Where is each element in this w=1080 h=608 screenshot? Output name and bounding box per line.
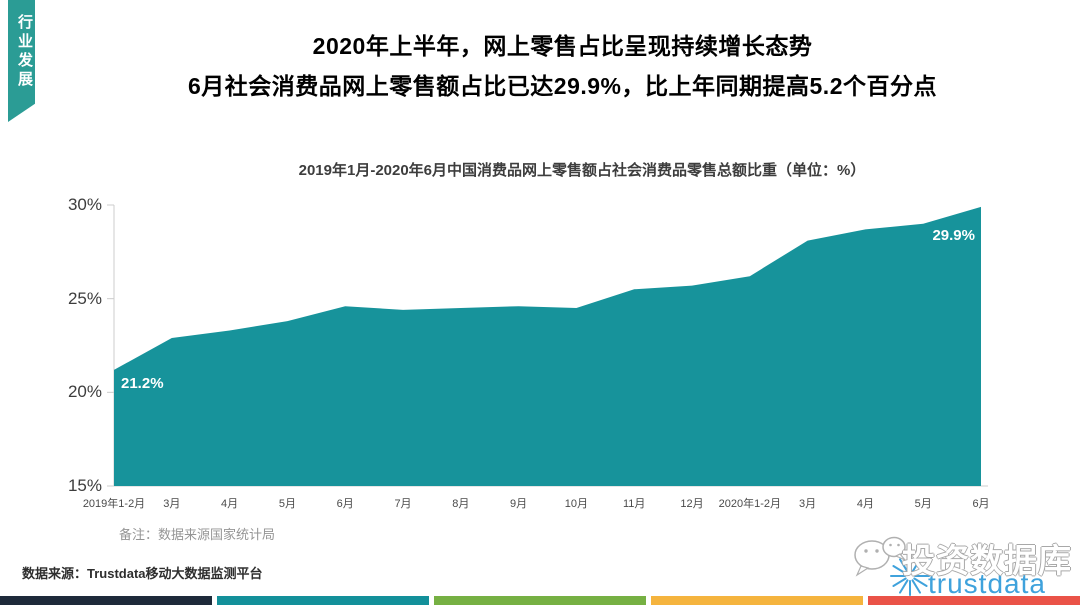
x-axis-tick-label: 2020年1-2月 xyxy=(718,498,781,510)
footer-strip-segment xyxy=(0,596,212,605)
starburst-icon xyxy=(890,556,930,596)
x-axis-tick-label: 6月 xyxy=(972,498,990,510)
x-axis-tick-label: 8月 xyxy=(452,498,470,510)
x-axis-tick-label: 3月 xyxy=(799,498,817,510)
y-axis-tick-label: 20% xyxy=(67,382,102,402)
x-axis-tick-label: 2019年1-2月 xyxy=(82,498,146,510)
x-axis-tick-label: 7月 xyxy=(394,498,412,510)
footer-strip-segment xyxy=(868,596,1080,605)
chart-footnote: 备注：数据来源国家统计局 xyxy=(119,527,276,542)
watermark-text: 投资数据库 xyxy=(902,542,1072,579)
x-axis-tick-label: 3月 xyxy=(163,498,181,510)
data-point-label: 29.9% xyxy=(932,226,975,244)
page-title: 2020年上半年，网上零售占比呈现持续增长态势 6月社会消费品网上零售额占比已达… xyxy=(45,26,1080,106)
y-axis-ticks xyxy=(107,204,114,487)
data-point-label: 21.2% xyxy=(121,374,164,392)
x-axis-tick-label: 11月 xyxy=(622,498,646,510)
wechat-icon xyxy=(854,536,906,577)
trustdata-logo: trustdata xyxy=(890,546,1046,604)
section-ribbon-label: 行业发展 xyxy=(16,14,33,90)
x-axis-tick-label: 4月 xyxy=(221,498,239,510)
x-axis-tick-label: 5月 xyxy=(278,498,296,510)
y-axis-tick-label: 15% xyxy=(67,476,102,495)
x-axis-tick-label: 6月 xyxy=(336,498,354,510)
page-title-line1: 2020年上半年，网上零售占比呈现持续增长态势 xyxy=(312,33,813,59)
wechat-watermark: 投资数据库 xyxy=(850,534,1072,582)
x-axis-tick-label: 4月 xyxy=(856,498,874,510)
online-retail-share-series xyxy=(114,206,981,486)
page-title-line2: 6月社会消费品网上零售额占比已达29.9%，比上年同期提高5.2个百分点 xyxy=(188,73,937,99)
data-source-line: 数据来源：Trustdata移动大数据监测平台 xyxy=(22,566,263,581)
chart-title: 2019年1月-2020年6月中国消费品网上零售额占社会消费品零售总额比重（单位… xyxy=(298,162,866,179)
y-axis-tick-label: 25% xyxy=(67,288,102,308)
x-axis-tick-label: 5月 xyxy=(914,498,932,510)
x-axis-tick-label: 9月 xyxy=(510,498,528,510)
y-axis-tick-label: 30% xyxy=(67,195,102,214)
footer-color-strip xyxy=(0,596,1080,605)
trustdata-logo-text: trustdata xyxy=(928,568,1046,599)
x-axis-tick-label: 12月 xyxy=(680,498,704,510)
footer-strip-segment xyxy=(217,596,429,605)
footer-strip-segment xyxy=(434,596,646,605)
x-axis-tick-label: 10月 xyxy=(564,498,589,510)
section-ribbon: 行业发展 xyxy=(8,0,35,122)
footer-strip-segment xyxy=(651,596,863,605)
